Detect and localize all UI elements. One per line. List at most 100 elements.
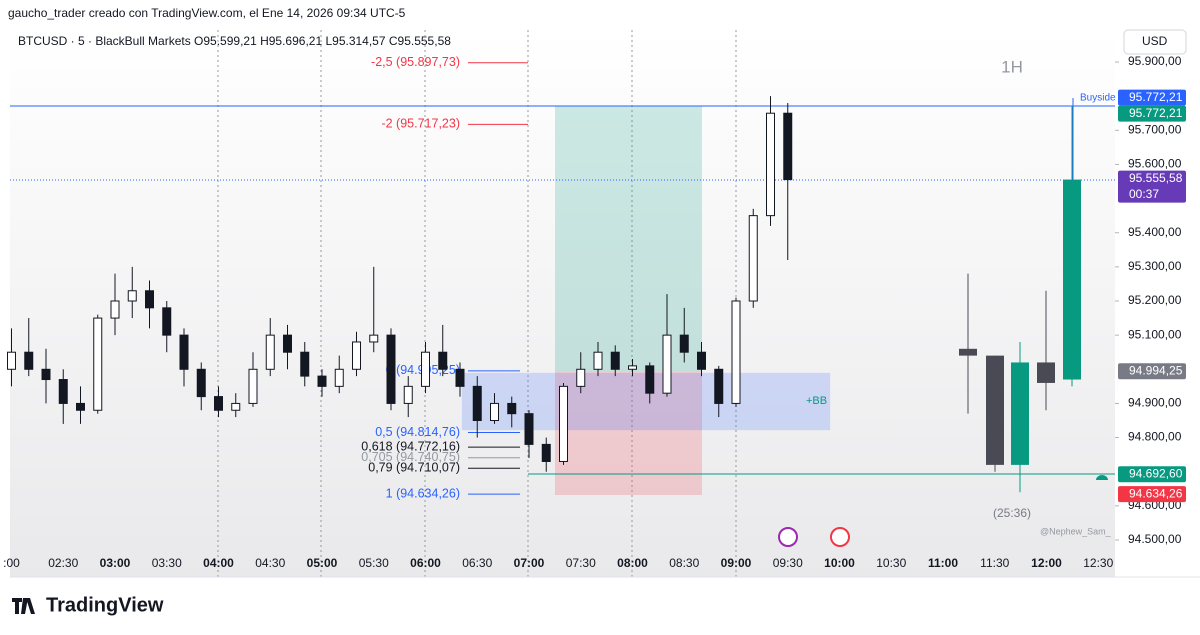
candle-body	[369, 334, 379, 343]
y-tick-label: 95.400,00	[1128, 225, 1182, 239]
candle-body	[145, 290, 154, 309]
candle-body	[93, 317, 103, 411]
bb-label: +BB	[806, 395, 827, 407]
candle-body	[610, 351, 620, 370]
candle-body	[7, 351, 16, 370]
author: @Nephew_Sam_	[1040, 526, 1112, 536]
htf-body	[1063, 179, 1081, 380]
candle-body	[76, 402, 85, 411]
fib-label: 0,79 (94.710,07)	[368, 461, 460, 475]
candle-body	[697, 351, 706, 370]
price-tag-label: 95.772,21	[1129, 90, 1183, 104]
x-tick-label: 05:30	[359, 556, 389, 570]
candle-body	[300, 351, 310, 377]
x-tick-label: 10:30	[876, 556, 906, 570]
logo: TradingView	[46, 594, 164, 616]
x-tick-label: 07:00	[514, 556, 545, 570]
price-tag-label: 95.555,58	[1129, 171, 1183, 185]
price-tag-sub: 00:37	[1129, 187, 1159, 201]
price-tag	[1118, 363, 1186, 380]
price-tag-label: 94.994,25	[1129, 363, 1183, 377]
candle-body	[748, 215, 758, 302]
candle-body	[162, 307, 172, 336]
candle-body	[386, 334, 396, 404]
x-tick-label: 07:30	[566, 556, 596, 570]
candle-body	[283, 334, 292, 353]
candle-body	[179, 334, 189, 370]
session-lines	[217, 30, 737, 577]
timeframe: 1H	[1001, 57, 1023, 76]
candle-body	[334, 368, 344, 387]
logo-mark	[12, 598, 35, 614]
price-tag	[1118, 89, 1186, 106]
buyside-label: Buyside	[1080, 93, 1116, 104]
candle-body	[214, 396, 223, 411]
candle-body	[231, 402, 241, 411]
y-tick-label: 95.600,00	[1128, 157, 1182, 171]
x-tick-label: 04:30	[255, 556, 285, 570]
candle-body	[317, 375, 327, 387]
header: gaucho_trader creado con TradingView.com…	[8, 6, 406, 20]
candle-body	[265, 334, 275, 370]
alert-icon	[1096, 475, 1108, 480]
candle-body	[645, 365, 655, 394]
candle-body	[127, 290, 137, 302]
x-tick-label: 05:00	[307, 556, 338, 570]
candle-body	[472, 385, 482, 422]
x-tick-label: 08:00	[617, 556, 648, 570]
x-tick-label: 06:00	[410, 556, 441, 570]
price-tag	[1118, 105, 1186, 122]
htf-body	[959, 348, 977, 356]
candle-body	[455, 368, 465, 387]
x-tick-label: 12:00	[1031, 556, 1062, 570]
candle-body	[24, 351, 34, 370]
currency-button[interactable]	[1123, 29, 1187, 55]
candle-body	[783, 112, 793, 181]
candle-body	[352, 341, 361, 370]
countdown: (25:36)	[993, 506, 1031, 520]
candle-body	[576, 368, 586, 387]
x-tick-label: 10:00	[824, 556, 855, 570]
candle-body	[731, 300, 741, 404]
x-tick-label: 08:30	[669, 556, 699, 570]
fib-label: 0,618 (94.772,16)	[361, 439, 460, 453]
event-icon[interactable]	[778, 527, 798, 547]
price-tag	[1118, 486, 1186, 503]
candle-body	[662, 334, 672, 394]
x-tick-label: :00	[3, 556, 20, 570]
x-tick-label: 04:00	[203, 556, 234, 570]
candle-body	[766, 112, 775, 217]
candle-body	[541, 443, 551, 462]
x-tick-label: 03:00	[100, 556, 131, 570]
candle-body	[490, 402, 499, 421]
x-tick-label: 11:30	[980, 556, 1009, 570]
candle-body	[559, 385, 568, 462]
x-tick-label: 02:30	[48, 556, 78, 570]
candle-body	[524, 413, 534, 445]
htf-body	[986, 355, 1004, 465]
price-tag	[1118, 466, 1186, 483]
htf-body	[1011, 362, 1029, 465]
y-tick-label: 94.800,00	[1128, 430, 1182, 444]
y-tick-label: 95.200,00	[1128, 293, 1182, 307]
y-tick-label: 95.900,00	[1128, 54, 1182, 68]
flag-icon[interactable]	[830, 527, 850, 547]
price-tag-label: 94.692,60	[1129, 466, 1183, 480]
candle-body	[593, 351, 603, 370]
price-tag-label: 94.634,26	[1129, 486, 1183, 500]
candle-body	[403, 385, 413, 404]
candle-body	[41, 368, 51, 381]
symbol-line: BTCUSD · 5 · BlackBull Markets O95.599,2…	[18, 34, 451, 48]
x-tick-label: 03:30	[152, 556, 182, 570]
fib-label: 0,5 (94.814,76)	[375, 425, 460, 439]
candle-body	[110, 300, 120, 319]
price-tag	[1118, 170, 1186, 203]
candle-body	[196, 368, 206, 398]
x-tick-label: 12:30	[1083, 556, 1113, 570]
candle-body	[248, 368, 258, 404]
y-tick-label: 95.100,00	[1128, 327, 1182, 341]
candle-body	[628, 365, 637, 370]
fib-label: 1 (94.634,26)	[386, 486, 460, 500]
fib-label: -2,5 (95.897,73)	[371, 55, 460, 69]
